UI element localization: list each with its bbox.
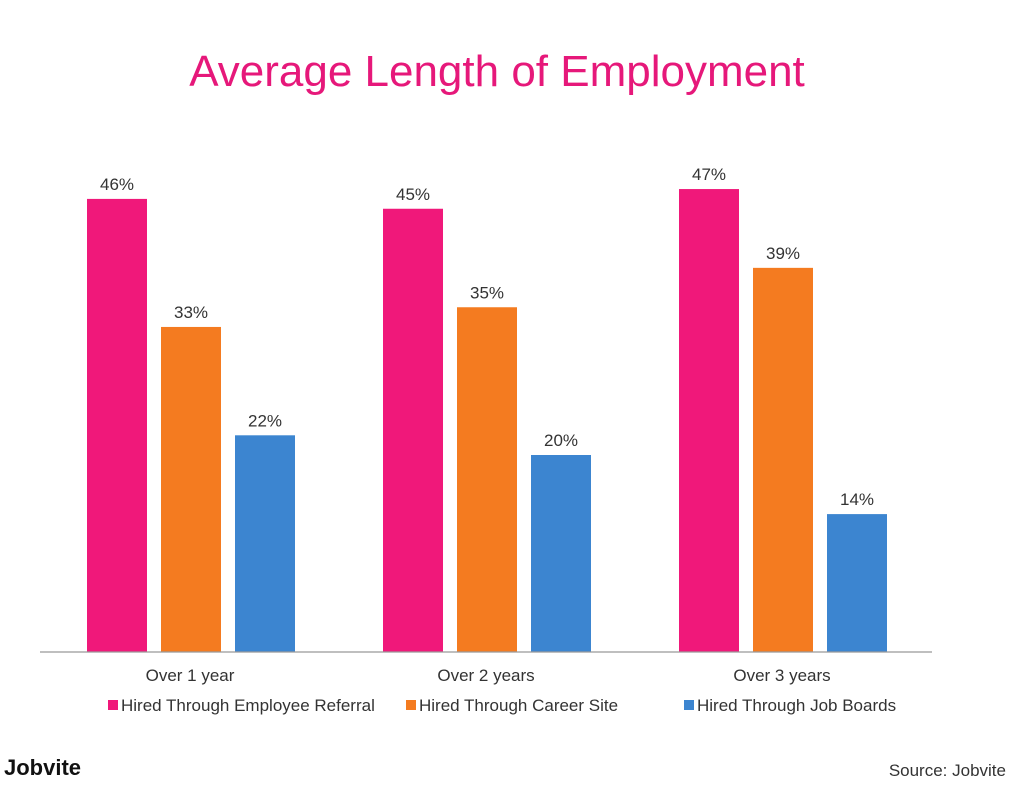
legend-label-career-site: Hired Through Career Site xyxy=(419,696,618,715)
bar-referral-1 xyxy=(87,198,147,652)
bar-job-boards-2 xyxy=(531,455,591,652)
legend-label-job-boards: Hired Through Job Boards xyxy=(697,696,896,715)
x-tick-label-2: Over 2 years xyxy=(437,666,534,685)
data-label-career-site-2: 35% xyxy=(470,283,504,302)
legend-swatch-career-site xyxy=(406,700,416,710)
bar-referral-2 xyxy=(383,208,443,652)
bar-job-boards-3 xyxy=(827,514,887,652)
bar-job-boards-1 xyxy=(235,435,295,652)
chart-title: Average Length of Employment xyxy=(189,47,805,96)
x-tick-labels: Over 1 year Over 2 years Over 3 years xyxy=(146,666,831,685)
data-label-career-site-1: 33% xyxy=(174,303,208,322)
brand-logo: Jobvite xyxy=(4,755,81,780)
data-label-job-boards-2: 20% xyxy=(544,431,578,450)
data-label-referral-1: 46% xyxy=(100,175,134,194)
data-label-job-boards-1: 22% xyxy=(248,411,282,430)
bar-referral-3 xyxy=(679,189,739,653)
data-label-referral-3: 47% xyxy=(692,165,726,184)
x-tick-label-3: Over 3 years xyxy=(733,666,830,685)
data-label-referral-2: 45% xyxy=(396,185,430,204)
legend-swatch-job-boards xyxy=(684,700,694,710)
legend-label-referral: Hired Through Employee Referral xyxy=(121,696,375,715)
data-label-job-boards-3: 14% xyxy=(840,490,874,509)
bar-career-site-3 xyxy=(753,267,813,652)
bar-career-site-1 xyxy=(161,326,221,652)
data-label-career-site-3: 39% xyxy=(766,244,800,263)
bars-layer: 46% 33% 22% 45% 35% 20% 47% 39% 14% xyxy=(87,165,887,653)
bar-career-site-2 xyxy=(457,307,517,652)
legend: Hired Through Employee Referral Hired Thr… xyxy=(108,696,896,715)
legend-swatch-referral xyxy=(108,700,118,710)
source-note: Source: Jobvite xyxy=(889,761,1006,780)
x-tick-label-1: Over 1 year xyxy=(146,666,235,685)
